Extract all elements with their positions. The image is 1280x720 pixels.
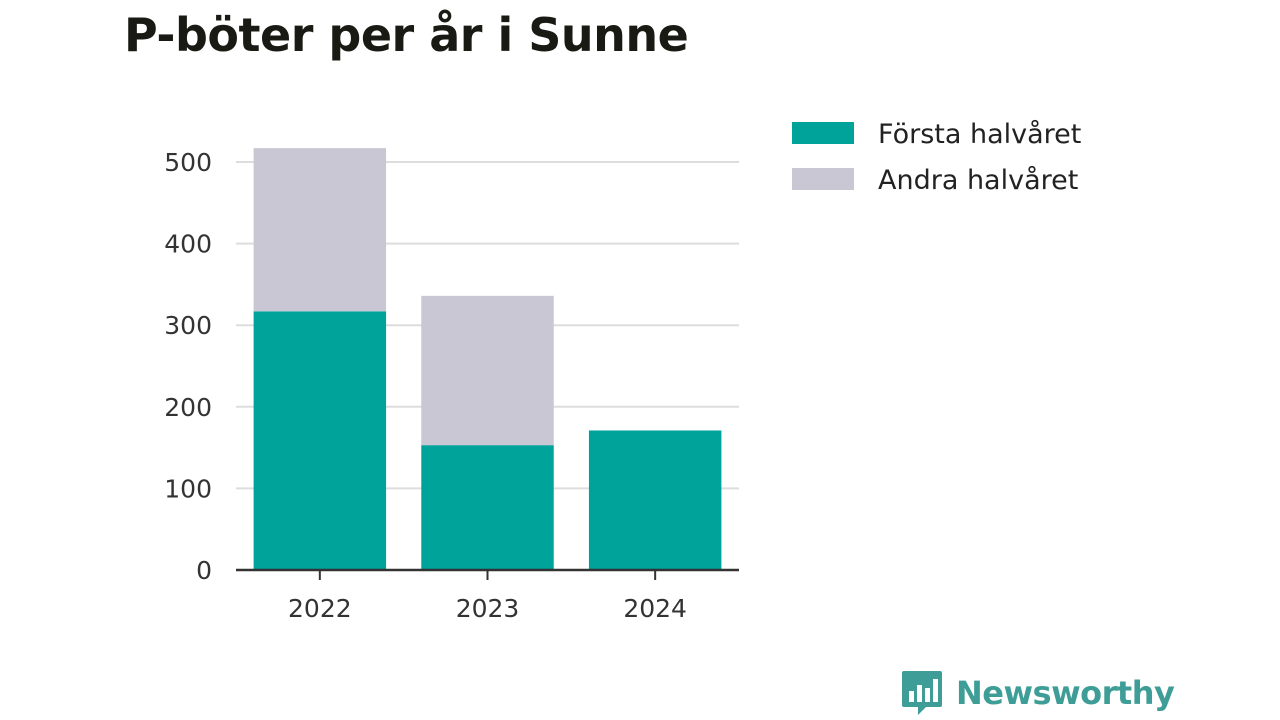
x-tick-label: 2022 [288,594,352,623]
bars [253,148,722,570]
y-tick-label: 200 [164,393,212,422]
bar-segment [421,445,554,570]
y-tick-label: 300 [164,311,212,340]
legend-label: Första halvåret [878,119,1081,150]
legend-swatch [792,122,854,144]
x-tick-label: 2023 [456,594,520,623]
legend: Första halvåret Andra halvåret [792,119,1081,196]
chart-title: P-böter per år i Sunne [124,8,689,62]
axes: 0 100 200 300 400 500 2022 2023 2024 [164,148,739,623]
bar-segment [253,148,387,312]
y-tick-label: 500 [164,148,212,177]
brand-logo: Newsworthy [900,668,1175,718]
bar-segment [588,430,722,570]
y-tick-label: 100 [164,474,212,503]
bar-segment [421,295,554,446]
bar-segment [253,311,387,570]
y-tick-label: 0 [196,556,212,585]
legend-swatch [792,168,854,190]
brand-name: Newsworthy [956,674,1175,712]
bar-chart-speech-icon [902,671,942,715]
y-tick-label: 400 [164,230,212,259]
x-tick-label: 2024 [623,594,687,623]
legend-label: Andra halvåret [878,165,1078,196]
